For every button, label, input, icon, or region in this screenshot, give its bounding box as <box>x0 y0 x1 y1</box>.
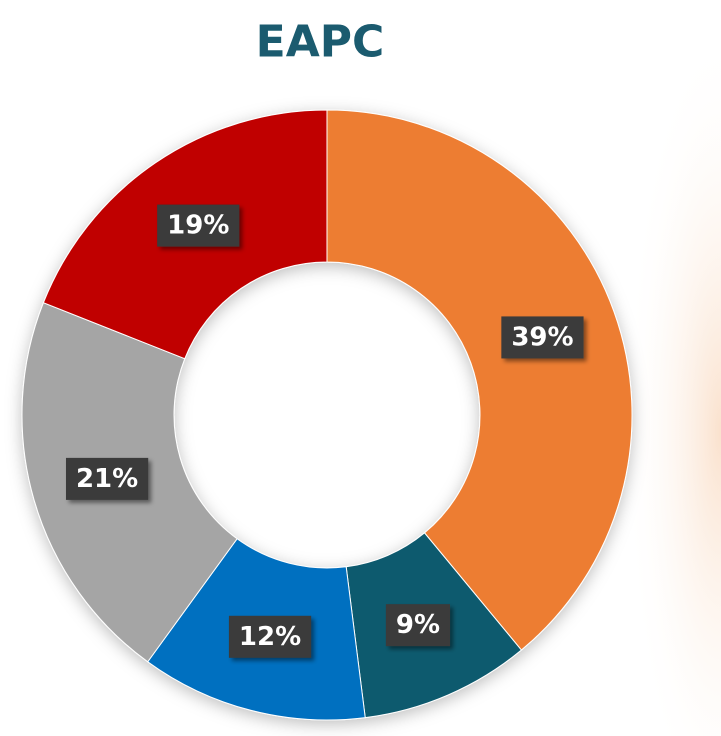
value-labels: 39% 9% 12% 21% 19% <box>65 204 584 658</box>
donut-segment <box>326 109 633 651</box>
value-label-text: 9% <box>396 610 440 640</box>
chart-title: EAPC <box>256 17 385 68</box>
donut <box>21 109 633 721</box>
value-label-text: 21% <box>76 464 138 494</box>
value-label: 9% <box>385 604 451 647</box>
value-label-box <box>228 615 312 658</box>
value-label: 12% <box>228 615 312 658</box>
value-label-box <box>385 604 451 647</box>
value-label: 39% <box>501 316 584 359</box>
value-label-text: 39% <box>511 322 573 352</box>
value-label-box <box>65 457 149 500</box>
value-label: 21% <box>65 457 149 500</box>
value-label-box <box>157 204 240 247</box>
value-label-box <box>501 316 584 359</box>
value-label: 19% <box>157 204 240 247</box>
value-label-text: 12% <box>239 622 301 652</box>
value-label-text: 19% <box>167 211 229 241</box>
